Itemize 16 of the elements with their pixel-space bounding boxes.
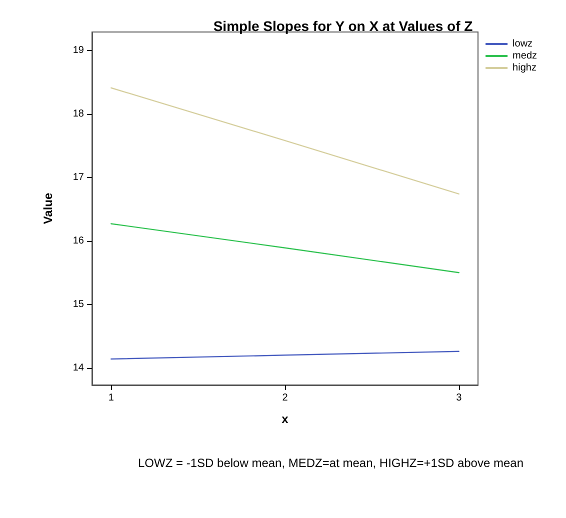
legend-label: medz: [512, 50, 537, 62]
y-axis-title: Value: [41, 192, 55, 224]
y-tick-label: 15: [72, 298, 84, 310]
legend-label: highz: [512, 62, 536, 74]
chart-title: Simple Slopes for Y on X at Values of Z: [213, 18, 474, 34]
text: LOWZ = -1SD below mean, MEDZ=at mean, HIGHZ=+1SD above mean: [138, 456, 524, 470]
x-tick-label: 2: [282, 392, 288, 404]
x-tick-label: 3: [456, 392, 462, 404]
x-axis-title: x: [282, 412, 289, 426]
y-tick-label: 16: [72, 235, 84, 246]
y-tick-label: 19: [72, 44, 84, 56]
legend-label: lowz: [512, 38, 533, 50]
y-tick-label: 18: [72, 108, 84, 120]
y-tick-label: 17: [72, 172, 84, 183]
y-tick-label: 14: [72, 362, 84, 374]
x-tick-label: 1: [108, 392, 114, 404]
